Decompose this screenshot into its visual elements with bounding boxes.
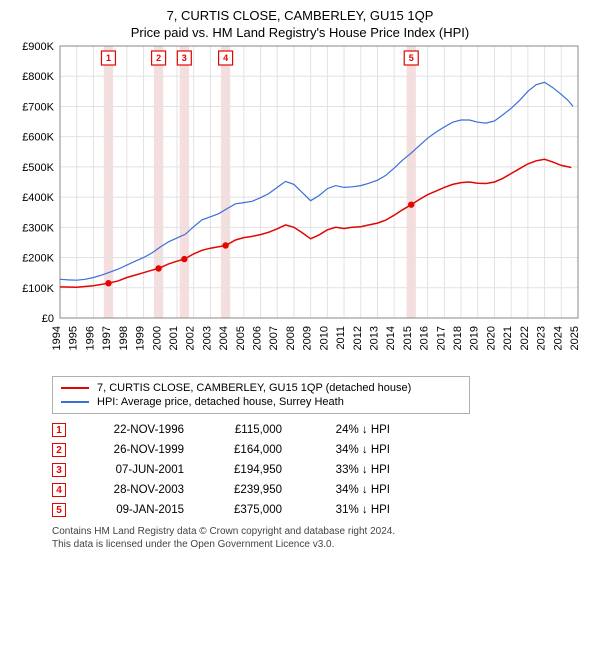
event-price: £239,950	[202, 484, 282, 496]
svg-text:2011: 2011	[335, 326, 347, 350]
svg-text:5: 5	[409, 53, 414, 63]
svg-text:2016: 2016	[419, 326, 431, 350]
svg-text:2001: 2001	[168, 326, 180, 350]
event-marker: 2	[52, 443, 66, 457]
chart-svg: £0 £100K £200K £300K £400K £500K £600K £700K £80…	[12, 40, 588, 370]
svg-text:1997: 1997	[101, 326, 113, 350]
legend-row: HPI: Average price, detached house, Surr…	[61, 395, 461, 409]
title-line-2: Price paid vs. HM Land Registry's House …	[12, 25, 588, 40]
svg-text:2010: 2010	[318, 326, 330, 350]
price-chart: £0 £100K £200K £300K £400K £500K £600K £700K £80…	[12, 40, 588, 370]
event-row: 5 09-JAN-2015 £375,000 31% ↓ HPI	[52, 500, 588, 520]
svg-text:2013: 2013	[368, 326, 380, 350]
svg-text:2022: 2022	[519, 326, 531, 350]
event-date: 26-NOV-1999	[84, 444, 184, 456]
svg-text:2000: 2000	[151, 326, 163, 350]
legend-swatch	[61, 387, 89, 389]
event-row: 2 26-NOV-1999 £164,000 34% ↓ HPI	[52, 440, 588, 460]
chart-titles: 7, CURTIS CLOSE, CAMBERLEY, GU15 1QP Pri…	[12, 8, 588, 40]
svg-text:2021: 2021	[502, 326, 514, 350]
svg-text:£200K: £200K	[22, 253, 54, 265]
svg-text:£600K: £600K	[22, 132, 54, 144]
svg-text:1996: 1996	[84, 326, 96, 350]
event-delta: 34% ↓ HPI	[300, 484, 390, 496]
svg-text:2023: 2023	[536, 326, 548, 350]
footer-line-1: Contains HM Land Registry data © Crown c…	[52, 526, 588, 539]
svg-text:1: 1	[106, 53, 111, 63]
svg-text:£500K: £500K	[22, 162, 54, 174]
svg-text:4: 4	[223, 53, 228, 63]
event-date: 28-NOV-2003	[84, 484, 184, 496]
svg-text:2018: 2018	[452, 326, 464, 350]
svg-text:2019: 2019	[469, 326, 481, 350]
event-marker: 5	[52, 503, 66, 517]
svg-text:3: 3	[182, 53, 187, 63]
svg-text:1998: 1998	[118, 326, 130, 350]
svg-text:£0: £0	[42, 313, 54, 325]
svg-text:2003: 2003	[201, 326, 213, 350]
event-date: 22-NOV-1996	[84, 424, 184, 436]
footer-note: Contains HM Land Registry data © Crown c…	[52, 526, 588, 551]
svg-text:2004: 2004	[218, 326, 230, 350]
svg-text:£100K: £100K	[22, 283, 54, 295]
event-marker: 3	[52, 463, 66, 477]
svg-text:2014: 2014	[385, 326, 397, 350]
svg-text:£400K: £400K	[22, 192, 54, 204]
svg-text:£700K: £700K	[22, 101, 54, 113]
svg-text:£900K: £900K	[22, 41, 54, 53]
event-delta: 24% ↓ HPI	[300, 424, 390, 436]
svg-text:2006: 2006	[252, 326, 264, 350]
title-line-1: 7, CURTIS CLOSE, CAMBERLEY, GU15 1QP	[12, 8, 588, 23]
event-price: £164,000	[202, 444, 282, 456]
svg-text:£800K: £800K	[22, 71, 54, 83]
svg-text:2007: 2007	[268, 326, 280, 350]
event-marker: 1	[52, 423, 66, 437]
event-date: 09-JAN-2015	[84, 504, 184, 516]
event-row: 1 22-NOV-1996 £115,000 24% ↓ HPI	[52, 420, 588, 440]
svg-text:2005: 2005	[235, 326, 247, 350]
event-price: £375,000	[202, 504, 282, 516]
svg-text:2015: 2015	[402, 326, 414, 350]
svg-text:1999: 1999	[135, 326, 147, 350]
event-row: 4 28-NOV-2003 £239,950 34% ↓ HPI	[52, 480, 588, 500]
legend-label: HPI: Average price, detached house, Surr…	[97, 396, 344, 408]
footer-line-2: This data is licensed under the Open Gov…	[52, 539, 588, 552]
svg-text:£300K: £300K	[22, 222, 54, 234]
event-date: 07-JUN-2001	[84, 464, 184, 476]
events-table: 1 22-NOV-1996 £115,000 24% ↓ HPI 2 26-NOV-199…	[52, 420, 588, 520]
svg-text:2024: 2024	[552, 326, 564, 350]
svg-text:2020: 2020	[485, 326, 497, 350]
legend-row: 7, CURTIS CLOSE, CAMBERLEY, GU15 1QP (de…	[61, 381, 461, 395]
legend-swatch	[61, 401, 89, 403]
svg-text:2002: 2002	[185, 326, 197, 350]
svg-text:2009: 2009	[302, 326, 314, 350]
legend-label: 7, CURTIS CLOSE, CAMBERLEY, GU15 1QP (de…	[97, 382, 411, 394]
event-delta: 31% ↓ HPI	[300, 504, 390, 516]
event-delta: 34% ↓ HPI	[300, 444, 390, 456]
svg-text:2012: 2012	[352, 326, 364, 350]
event-delta: 33% ↓ HPI	[300, 464, 390, 476]
event-marker: 4	[52, 483, 66, 497]
svg-text:2017: 2017	[435, 326, 447, 350]
event-price: £194,950	[202, 464, 282, 476]
svg-text:1995: 1995	[68, 326, 80, 350]
event-price: £115,000	[202, 424, 282, 436]
legend: 7, CURTIS CLOSE, CAMBERLEY, GU15 1QP (de…	[52, 376, 470, 414]
event-row: 3 07-JUN-2001 £194,950 33% ↓ HPI	[52, 460, 588, 480]
svg-text:1994: 1994	[51, 326, 63, 350]
svg-text:2008: 2008	[285, 326, 297, 350]
svg-text:2025: 2025	[569, 326, 581, 350]
svg-text:2: 2	[156, 53, 161, 63]
